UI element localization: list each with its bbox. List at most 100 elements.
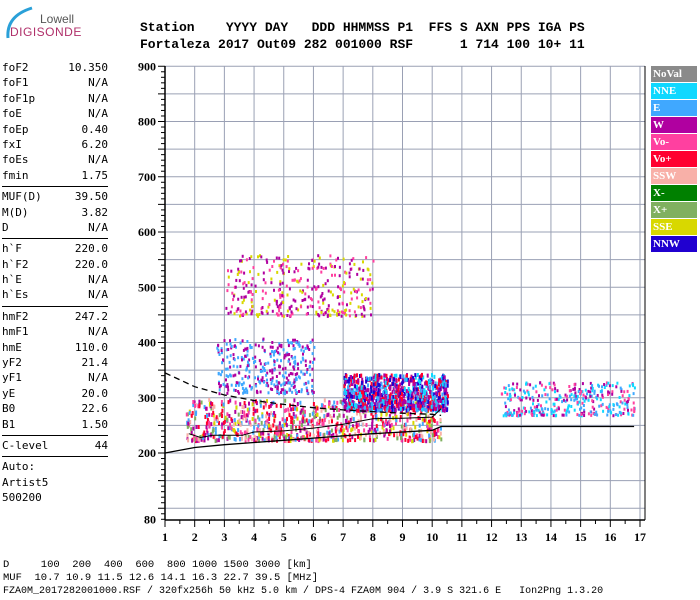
echo-point [347, 420, 350, 425]
echo-point [385, 412, 388, 417]
echo-point [349, 301, 352, 305]
param-value: 0.40 [81, 122, 109, 136]
echo-point [253, 438, 256, 442]
echo-point [426, 373, 429, 378]
echo-point [519, 398, 522, 402]
echo-point [345, 391, 348, 395]
echo-point [397, 377, 400, 382]
echo-point [353, 289, 356, 293]
echo-point [399, 401, 402, 406]
echo-point [239, 309, 242, 313]
echo-point [565, 394, 568, 398]
echo-point [420, 386, 423, 391]
echo-point [440, 426, 442, 431]
echo-point [303, 298, 306, 302]
echo-point [334, 265, 336, 268]
echo-point [361, 314, 364, 318]
echo-point [576, 397, 578, 401]
echo-point [426, 424, 429, 429]
echo-point [296, 279, 299, 283]
echo-point [306, 312, 309, 315]
param-label: foF2 [2, 61, 29, 74]
echo-point [355, 290, 357, 293]
echo-point [234, 338, 237, 342]
echo-point [282, 301, 285, 304]
echo-point [421, 421, 424, 426]
echo-point [374, 382, 377, 386]
echo-point [304, 359, 307, 363]
echo-point [620, 413, 623, 417]
echo-point [535, 390, 538, 394]
echo-point [538, 410, 541, 414]
echo-point [359, 418, 362, 423]
param-label: B1 [2, 417, 16, 431]
echo-point [369, 278, 372, 282]
echo-point [368, 407, 371, 412]
echo-point [399, 398, 401, 403]
echo-point [285, 381, 288, 385]
echo-point [589, 390, 592, 394]
echo-point [245, 368, 248, 372]
echo-point [221, 425, 224, 430]
echo-point [399, 391, 402, 395]
echo-point [293, 367, 296, 371]
legend-item: Vo+ [651, 151, 697, 167]
echo-point [282, 314, 285, 318]
echo-point [521, 409, 524, 413]
echo-point [331, 273, 333, 277]
x-tick-label: 9 [400, 530, 406, 544]
echo-point [303, 419, 306, 424]
echo-point [350, 258, 353, 262]
echo-point [195, 410, 198, 415]
echo-point [355, 313, 358, 317]
echo-point [294, 373, 297, 376]
echo-point [299, 410, 302, 415]
echo-point [261, 430, 264, 435]
echo-point [324, 282, 327, 286]
echo-point [354, 438, 357, 443]
echo-point [622, 412, 625, 415]
echo-point [278, 256, 281, 260]
echo-point [252, 411, 255, 416]
echo-point [394, 395, 397, 399]
echo-point [374, 437, 377, 442]
echo-point [341, 431, 344, 436]
echo-point [407, 438, 410, 443]
param-label: h`E [2, 273, 22, 287]
echo-point [324, 438, 327, 443]
echo-point [350, 378, 353, 383]
echo-point [227, 385, 229, 389]
echo-point [372, 399, 374, 404]
echo-point [411, 395, 414, 400]
echo-point [221, 422, 224, 427]
echo-point [519, 413, 521, 417]
echo-point [233, 312, 236, 316]
echo-point [276, 346, 279, 350]
echo-point [252, 399, 255, 404]
echo-point [570, 405, 573, 408]
echo-point [405, 426, 408, 431]
echo-point [274, 385, 277, 389]
echo-point [417, 381, 419, 386]
echo-point [290, 415, 293, 420]
echo-point [294, 388, 297, 392]
echo-point [331, 293, 334, 297]
echo-point [268, 417, 271, 421]
echo-point [245, 312, 248, 316]
echo-point [242, 391, 245, 395]
echo-point [395, 386, 398, 391]
echo-point [392, 386, 395, 391]
echo-point [229, 373, 232, 377]
echo-point [336, 400, 339, 405]
echo-point [288, 353, 291, 356]
echo-point [540, 413, 543, 417]
echo-point [413, 387, 415, 392]
param-label: h`Es [2, 288, 29, 302]
echo-point [352, 424, 354, 429]
echo-point [378, 375, 381, 380]
echo-point [329, 405, 332, 410]
echo-point [395, 373, 398, 378]
echo-point [587, 412, 590, 416]
echo-point [346, 379, 349, 384]
